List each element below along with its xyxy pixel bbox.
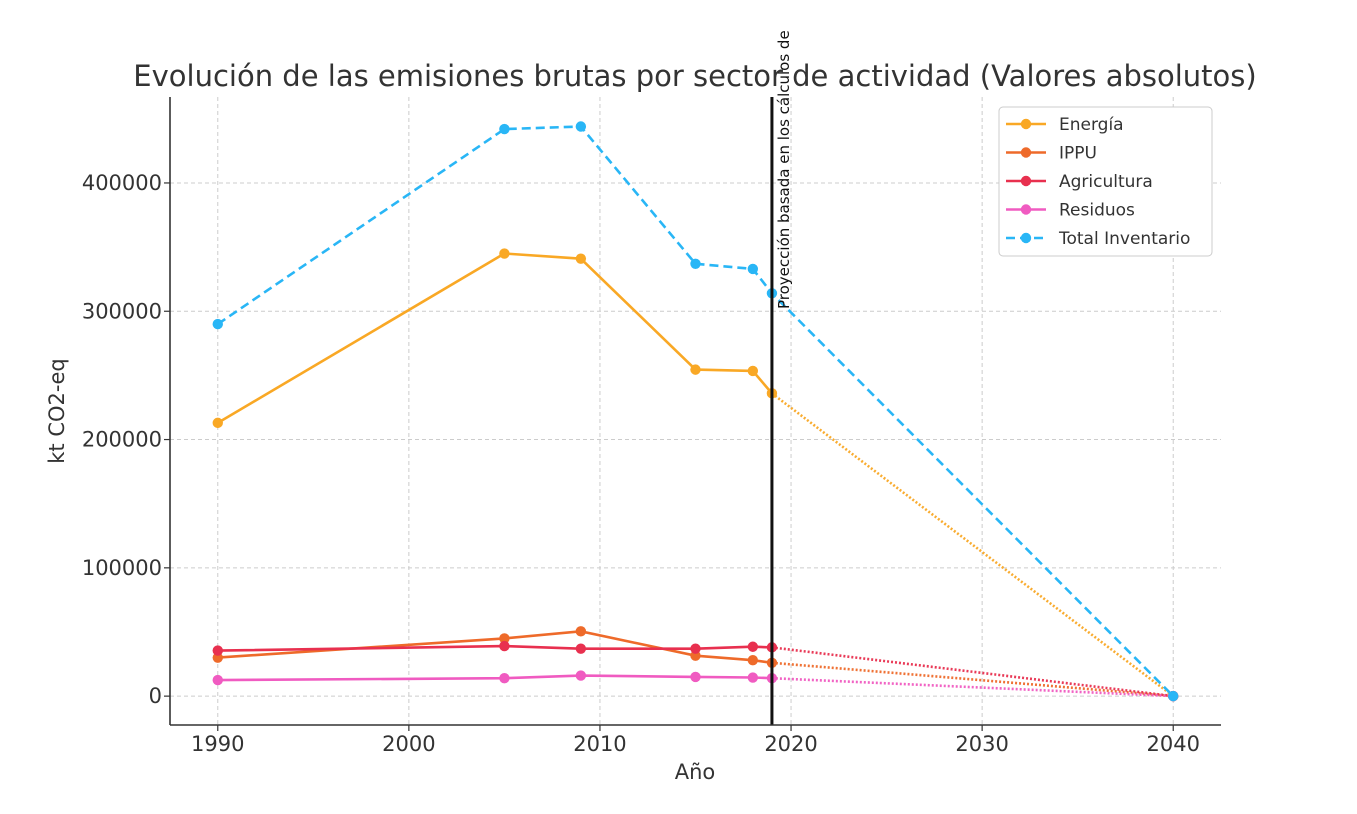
legend-item-total-inventario: Total Inventario: [1006, 229, 1190, 249]
legend-box: [998, 106, 1213, 257]
data-point: [575, 253, 587, 264]
data-point: [499, 123, 510, 135]
projection-vline-label: Proyección basada en los cálculos de: [775, 30, 793, 309]
data-point: [690, 364, 701, 375]
y-tick-label: 0: [149, 684, 162, 708]
data-point: [747, 672, 759, 683]
series-projection-line: [771, 646, 1174, 698]
data-point: [499, 248, 510, 259]
legend: Energía IPPU Agricultura Residuos Total Inve…: [998, 106, 1213, 257]
x-tick-label: 2040: [1147, 732, 1200, 756]
data-point: [747, 263, 759, 275]
y-tick-label: 400000: [82, 171, 162, 195]
data-point: [499, 633, 510, 644]
legend-swatch-marker: [1020, 175, 1032, 187]
y-tick-label: 100000: [82, 556, 162, 580]
data-point: [690, 671, 701, 683]
projection-marker: Proyección basada en los cálculos de: [770, 30, 793, 725]
data-point: [747, 365, 759, 377]
data-point: [747, 655, 759, 666]
x-tick-label: 1990: [191, 732, 244, 756]
data-point: [690, 258, 701, 269]
data-point: [499, 640, 510, 652]
legend-swatch-marker: [1020, 204, 1032, 215]
grid: [170, 97, 1221, 725]
y-tick-label: 300000: [82, 299, 162, 323]
x-tick-label: 2030: [955, 732, 1008, 756]
legend-item-ippu: IPPU: [1006, 144, 1097, 164]
tick-labels: 1990 2000 2010 2020 2030 2040 0 100000 200000 300…: [82, 171, 1200, 756]
legend-item-agricultura: Agricultura: [1006, 172, 1153, 192]
data-point: [575, 121, 587, 132]
series-projection-line: [771, 661, 1174, 698]
x-tick-label: 2000: [382, 732, 435, 756]
chart-title: Evolución de las emisiones brutas por se…: [133, 59, 1256, 93]
legend-label: Energía: [1059, 115, 1124, 135]
data-point: [575, 626, 587, 637]
data-point: [747, 641, 759, 652]
legend-swatch-marker: [1020, 232, 1032, 244]
data-point: [499, 672, 510, 684]
data-point: [690, 643, 701, 654]
data-point: [575, 670, 587, 681]
legend-item-residuos: Residuos: [1006, 201, 1135, 221]
legend-label: IPPU: [1059, 144, 1097, 164]
data-point: [212, 645, 223, 656]
x-axis-label: Año: [675, 760, 716, 784]
legend-swatch-marker: [1020, 118, 1032, 130]
x-tick-label: 2010: [573, 732, 626, 756]
y-tick-label: 200000: [82, 428, 162, 452]
data-point: [1168, 690, 1179, 702]
data-point: [212, 318, 223, 330]
legend-item-energia: Energía: [1006, 115, 1124, 135]
data-point: [212, 417, 223, 429]
y-axis-label: kt CO2-eq: [45, 358, 69, 463]
legend-swatch-marker: [1020, 147, 1032, 158]
axes: [169, 97, 1221, 726]
legend-label: Residuos: [1059, 201, 1135, 221]
legend-label: Total Inventario: [1058, 229, 1190, 249]
x-tick-label: 2020: [764, 732, 817, 756]
data-point: [575, 643, 587, 654]
legend-label: Agricultura: [1059, 172, 1153, 192]
series-projection-line: [771, 676, 1174, 698]
data-point: [212, 674, 223, 686]
